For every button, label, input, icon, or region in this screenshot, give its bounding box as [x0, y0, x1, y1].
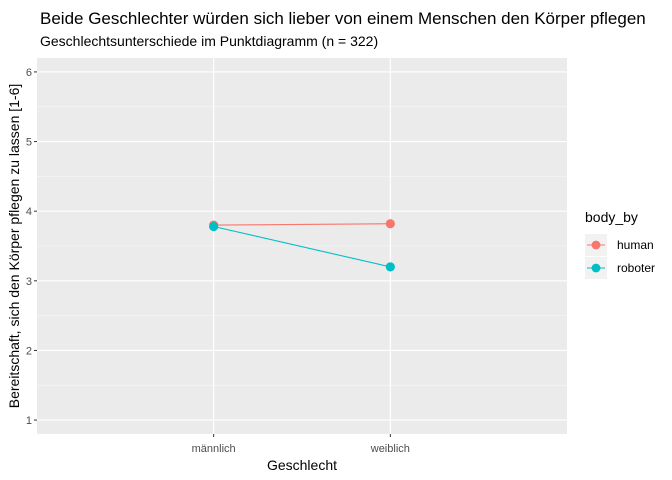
legend-key-point [591, 240, 601, 250]
x-axis-title: Geschlecht [267, 457, 337, 473]
legend-title: body_by [585, 209, 638, 225]
grid [37, 58, 567, 434]
y-axis-ticks: 1 2 3 4 5 6 [26, 67, 37, 427]
legend: body_by human roboter [585, 209, 655, 279]
legend-key-point [591, 263, 601, 273]
x-tick-label: weiblich [370, 443, 410, 455]
y-tick-label: 2 [26, 345, 32, 357]
series-line-roboter [213, 225, 391, 268]
series-layer [209, 219, 395, 272]
x-axis-ticks: männlich weiblich [192, 434, 410, 455]
y-tick-label: 5 [26, 137, 32, 149]
y-tick-label: 4 [26, 206, 32, 218]
y-tick-label: 6 [26, 67, 32, 79]
data-point-roboter [209, 221, 219, 232]
data-point-roboter [385, 262, 395, 272]
y-tick-label: 1 [26, 415, 32, 427]
legend-label-roboter: roboter [617, 261, 655, 275]
y-axis-title: Bereitschaft, sich den Körper pflegen zu… [6, 84, 22, 409]
series-line-human [213, 223, 391, 226]
legend-label-human: human [617, 238, 654, 252]
y-tick-label: 3 [26, 276, 32, 288]
chart-subtitle: Geschlechtsunterschiede im Punktdiagramm… [40, 33, 378, 49]
chart-title: Beide Geschlechter würden sich lieber vo… [40, 9, 646, 28]
x-tick-label: männlich [192, 443, 236, 455]
data-point-human [385, 219, 395, 229]
